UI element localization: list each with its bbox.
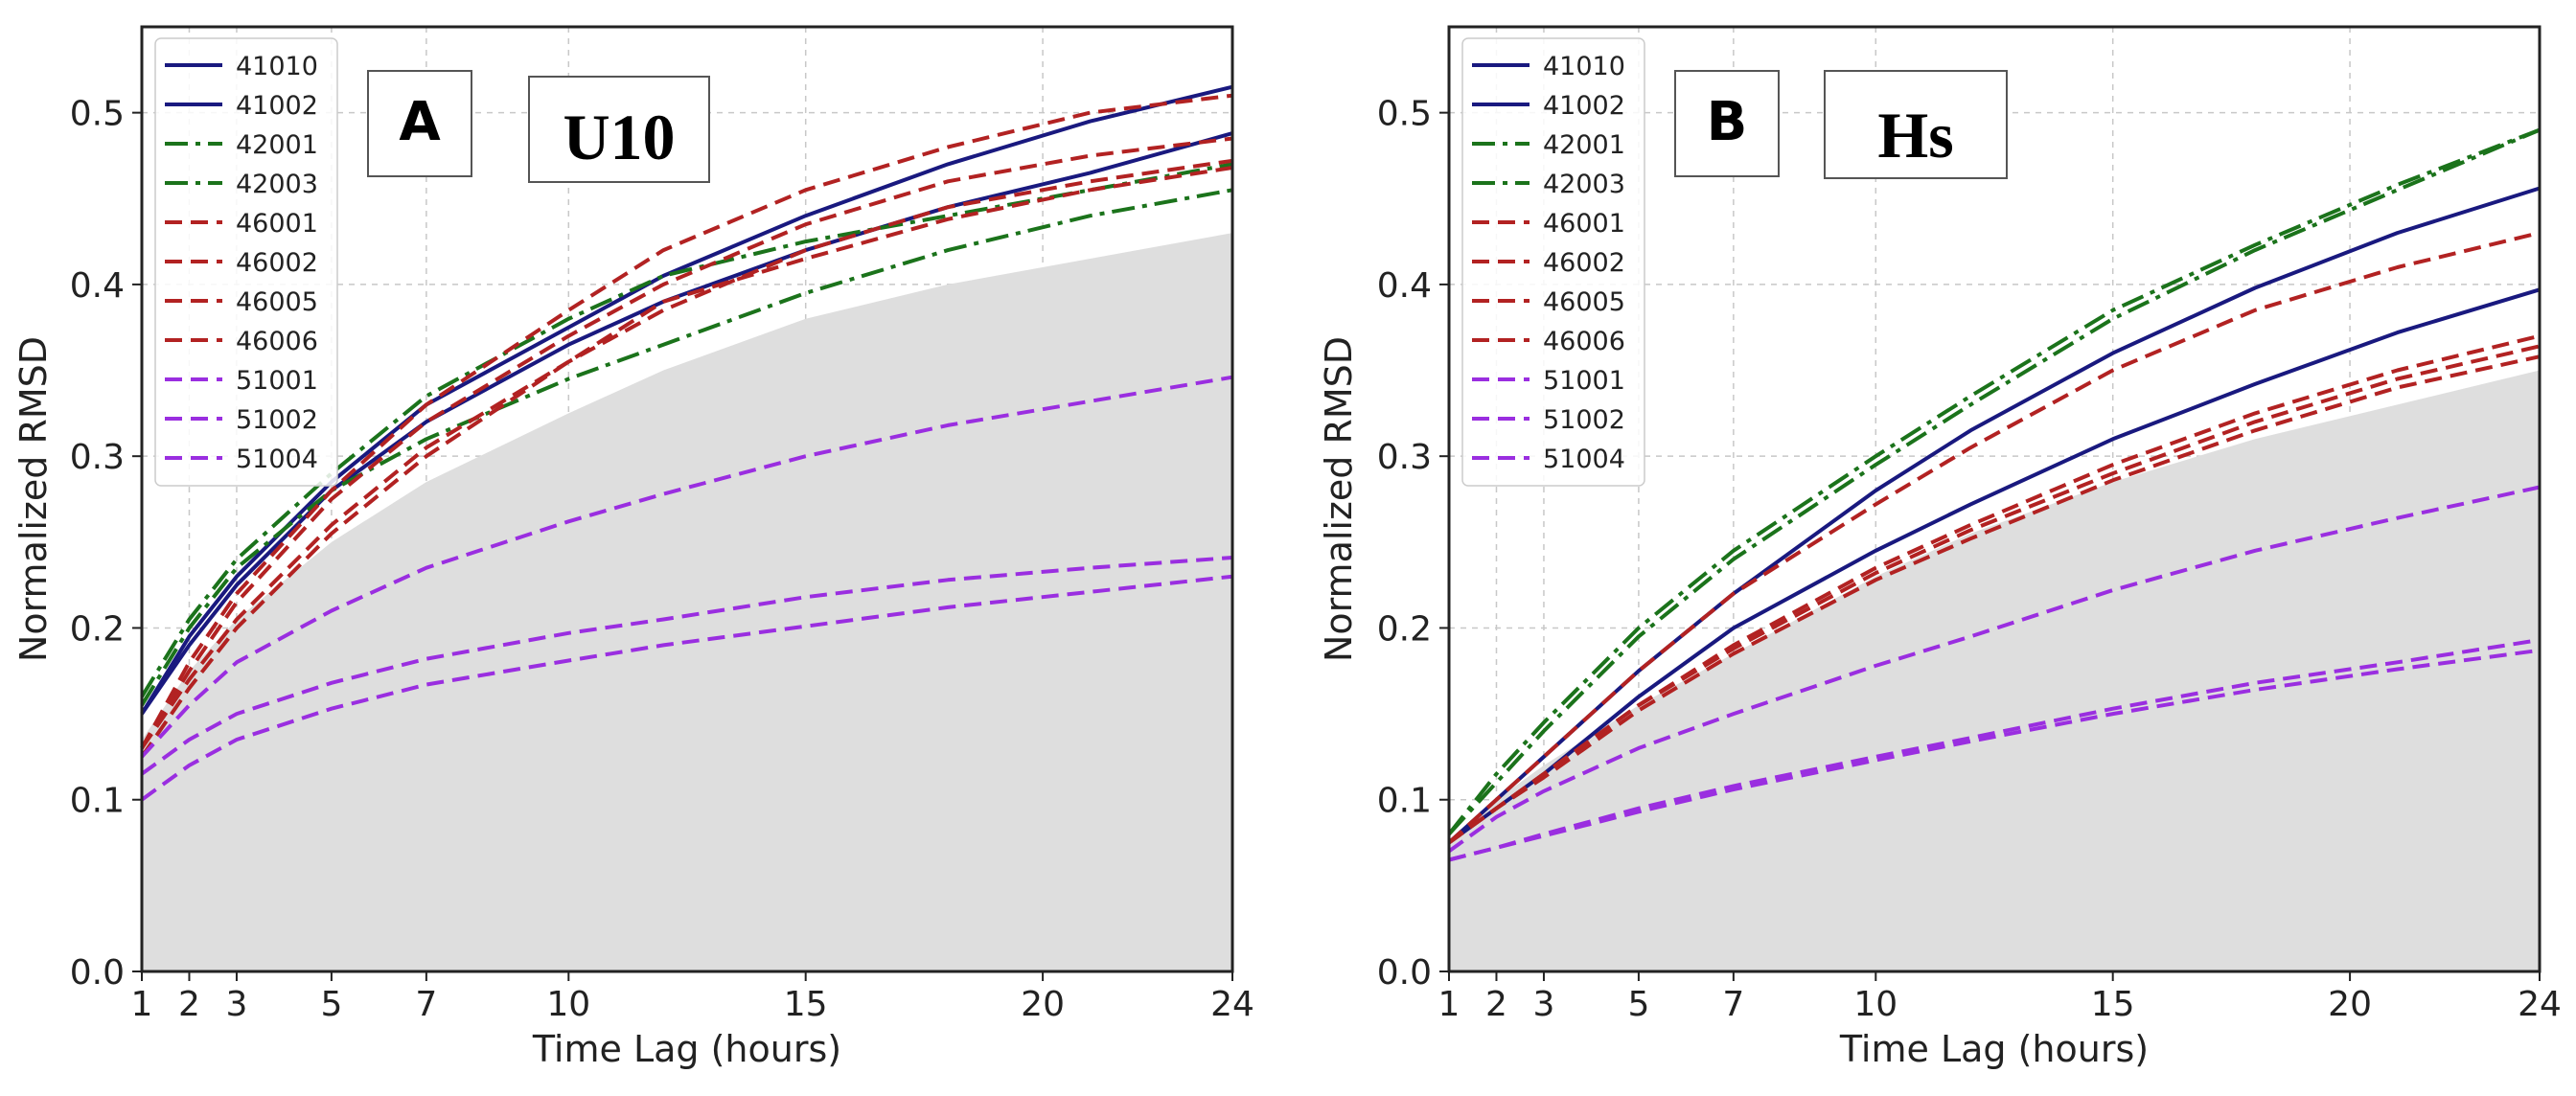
panel-b-letter: B [1707, 91, 1748, 153]
panel-a-legend-label-51004: 51004 [236, 445, 318, 474]
panel-b-x-tick-label: 20 [2328, 985, 2372, 1024]
panel-a-letter: A [399, 91, 441, 153]
panel-b-series-46001 [1447, 231, 2541, 844]
panel-a-legend [154, 37, 338, 487]
panel-b-series-46002 [1447, 333, 2541, 845]
panel-b-series-42003 [1447, 127, 2541, 835]
panel-b-legend-label-51001: 51001 [1543, 366, 1625, 396]
panel-b-legend-label-42001: 42001 [1543, 130, 1625, 160]
panel-a-variable-box: U10 [528, 76, 710, 183]
panel-a-series-46005 [140, 158, 1233, 750]
panel-a-x-tick-label: 7 [415, 985, 437, 1024]
panel-b-x-tick-label: 10 [1853, 985, 1898, 1024]
panel-a-x-tick-label: 15 [784, 985, 828, 1024]
panel-a-x-tick-label: 10 [546, 985, 590, 1024]
panel-b-legend-label-51002: 51002 [1543, 405, 1625, 435]
panel-b-letter-box: B [1674, 70, 1780, 177]
panel-b-legend-label-46006: 46006 [1543, 327, 1625, 356]
panel-a-y-tick-label: 0.2 [70, 609, 125, 649]
panel-a-x-tick-label: 5 [320, 985, 342, 1024]
panel-b-y-tick-label: 0.1 [1377, 782, 1432, 821]
panel-a-series-51004 [140, 574, 1233, 802]
panel-b-variable: Hs [1877, 99, 1953, 171]
panel-a-legend-label-41010: 41010 [236, 52, 318, 81]
panel-a-y-axis-label: Normalized RMSD [12, 336, 55, 662]
panel-b-legend [1461, 37, 1645, 487]
panel-a-series-41010 [140, 84, 1233, 716]
panel-b-y-tick-label: 0.2 [1377, 609, 1432, 649]
panel-b-y-tick-label: 0.4 [1377, 266, 1432, 306]
panel-b-x-tick-label: 7 [1722, 985, 1744, 1024]
panel-a-series-41002 [140, 131, 1233, 716]
panel-a-x-tick-label: 2 [178, 985, 200, 1024]
panel-b-legend-label-51004: 51004 [1543, 445, 1625, 474]
panel-b-y-tick-label: 0.0 [1377, 953, 1432, 993]
panel-a-legend-label-51001: 51001 [236, 366, 318, 396]
panel-b-x-tick-label: 5 [1627, 985, 1649, 1024]
panel-a-series-46006 [140, 166, 1233, 759]
panel-b-series-51004 [1448, 648, 2541, 862]
panel-a-legend-label-42001: 42001 [236, 130, 318, 160]
panel-b-series-51001 [1447, 485, 2541, 854]
panel-a-legend-label-51002: 51002 [236, 405, 318, 435]
panel-a-legend-label-46001: 46001 [236, 209, 318, 239]
panel-a-series-42003 [140, 188, 1233, 707]
panel-a-x-tick-label: 24 [1210, 985, 1254, 1024]
panel-a-letter-box: A [367, 70, 472, 177]
panel-b-x-tick-label: 1 [1438, 985, 1460, 1024]
panel-a-x-axis-label: Time Lag (hours) [532, 1028, 841, 1070]
panel-b: 1 2 3 5 7 10 15 20 24 0.0 0.1 0.2 0.3 0.4 0.5 Time Lag… [1318, 25, 2562, 1070]
panel-a-series-51002 [140, 556, 1233, 776]
panel-b-envelope-area [1449, 370, 2540, 972]
panel-b-legend-label-41002: 41002 [1543, 91, 1625, 121]
panel-a-x-tick-label: 1 [131, 985, 153, 1024]
panel-b-y-axis-label: Normalized RMSD [1318, 336, 1360, 662]
panel-a-series-51001 [140, 375, 1233, 759]
panel-b-x-tick-label: 15 [2091, 985, 2135, 1024]
panel-b-variable-box: Hs [1824, 70, 2008, 179]
panel-a-y-tick-label: 0.1 [70, 782, 125, 821]
panel-b-legend-label-46001: 46001 [1543, 209, 1625, 239]
panel-b-series-46006 [1447, 354, 2541, 845]
panel-b-legend-label-46002: 46002 [1543, 248, 1625, 278]
panel-b-series-46005 [1447, 344, 2541, 845]
panel-a-legend-label-41002: 41002 [236, 91, 318, 121]
panel-a-y-tick-label: 0.5 [70, 95, 125, 134]
panel-a-x-tick-label: 20 [1021, 985, 1065, 1024]
panel-b-legend-label-42003: 42003 [1543, 170, 1625, 199]
panel-a-series-46002 [140, 136, 1233, 749]
panel-a: 1 2 3 5 7 10 15 20 24 0.0 0.1 0.2 0.3 0.4 0.5 Time Lag… [12, 25, 1254, 1070]
panel-b-series-41002 [1447, 287, 2541, 845]
panel-a-y-tick-label: 0.3 [70, 438, 125, 477]
panel-b-x-tick-label: 3 [1533, 985, 1555, 1024]
panel-b-x-tick-label: 2 [1485, 985, 1507, 1024]
panel-a-legend-label-42003: 42003 [236, 170, 318, 199]
panel-b-series-42001 [1447, 127, 2541, 835]
panel-a-legend-label-46002: 46002 [236, 248, 318, 278]
panel-b-legend-label-41010: 41010 [1543, 52, 1625, 81]
panel-a-legend-label-46005: 46005 [236, 287, 318, 317]
panel-a-variable: U10 [563, 101, 675, 173]
panel-a-legend-label-46006: 46006 [236, 327, 318, 356]
panel-b-x-axis-label: Time Lag (hours) [1839, 1028, 2149, 1070]
panel-b-x-tick-label: 24 [2518, 985, 2562, 1024]
panel-b-y-tick-label: 0.3 [1377, 438, 1432, 477]
panel-a-y-tick-label: 0.0 [70, 953, 125, 993]
panel-a-y-tick-label: 0.4 [70, 266, 125, 306]
panel-b-y-tick-label: 0.5 [1377, 95, 1432, 134]
panel-a-series-42001 [140, 162, 1233, 698]
panel-b-legend-label-46005: 46005 [1543, 287, 1625, 317]
panel-a-envelope-area [142, 233, 1232, 972]
panel-a-x-tick-label: 3 [226, 985, 248, 1024]
